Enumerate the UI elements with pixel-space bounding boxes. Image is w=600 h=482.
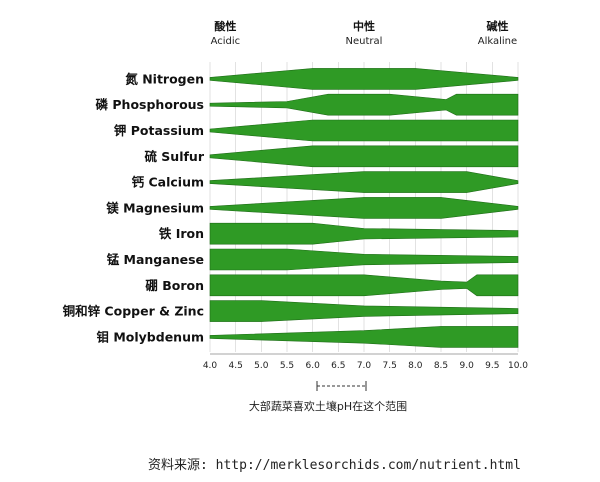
- nutrient-label-6: 铁 Iron: [159, 226, 204, 241]
- nutrient-label-7: 锰 Manganese: [107, 252, 204, 267]
- nutrient-label-2: 钾 Potassium: [114, 123, 204, 138]
- x-tick-1: 4.5: [229, 361, 243, 371]
- band-10: [209, 326, 519, 348]
- nutrient-label-3: 硫 Sulfur: [144, 149, 204, 164]
- nutrient-label-10: 钼 Molybdenum: [96, 329, 204, 344]
- band-2: [209, 119, 519, 142]
- zone-cn-0: 酸性: [214, 19, 236, 33]
- band-5: [209, 197, 519, 219]
- nutrient-labels: 氮 Nitrogen 磷 Phosphorous 钾 Potassium 硫 Sulf…: [63, 71, 205, 344]
- nutrient-label-8: 硼 Boron: [145, 278, 204, 293]
- x-tick-9: 8.5: [434, 361, 448, 371]
- x-tick-5: 6.5: [331, 361, 345, 371]
- nutrient-label-0: 氮 Nitrogen: [125, 71, 204, 86]
- nutrient-label-5: 镁 Magnesium: [106, 200, 204, 215]
- zone-cn-2: 碱性: [486, 19, 508, 33]
- band-1: [209, 93, 519, 116]
- band-8: [209, 274, 519, 297]
- zone-en-2: Alkaline: [478, 36, 517, 47]
- x-tick-3: 5.5: [280, 361, 294, 371]
- band-0: [209, 68, 519, 90]
- x-tick-0: 4.0: [203, 361, 218, 371]
- band-4: [209, 171, 519, 193]
- nutrient-bands: [209, 68, 519, 348]
- band-9: [209, 300, 519, 322]
- x-tick-11: 9.5: [485, 361, 499, 371]
- x-tick-8: 8.0: [408, 361, 423, 371]
- zone-cn-1: 中性: [353, 19, 375, 33]
- optimal-range-bracket: [316, 381, 367, 391]
- x-tick-10: 9.0: [460, 361, 475, 371]
- x-tick-12: 10.0: [508, 361, 528, 371]
- x-tick-7: 7.5: [383, 361, 397, 371]
- band-3: [209, 145, 519, 168]
- band-6: [209, 222, 519, 245]
- range-caption: 大部蔬菜喜欢土壤pH在这个范围: [249, 399, 407, 413]
- x-tick-labels: 4.0 4.5 5.0 5.5 6.0 6.5 7.0 7.5 8.0 8.5 9.0 9.5 10.0: [203, 361, 528, 371]
- band-7: [209, 248, 519, 271]
- source-citation: 资料来源: http://merklesorchids.com/nutrient…: [148, 458, 521, 473]
- x-tick-2: 5.0: [254, 361, 269, 371]
- x-tick-4: 6.0: [306, 361, 321, 371]
- zone-en-0: Acidic: [211, 36, 241, 47]
- zone-en-1: Neutral: [346, 36, 383, 47]
- x-tick-6: 7.0: [357, 361, 372, 371]
- nutrient-label-4: 钙 Calcium: [132, 175, 204, 190]
- nutrient-label-1: 磷 Phosphorous: [96, 97, 204, 112]
- nutrient-label-9: 铜和锌 Copper & Zinc: [63, 304, 204, 319]
- ph-zone-labels: 酸性 Acidic 中性 Neutral 碱性 Alkaline: [211, 19, 518, 47]
